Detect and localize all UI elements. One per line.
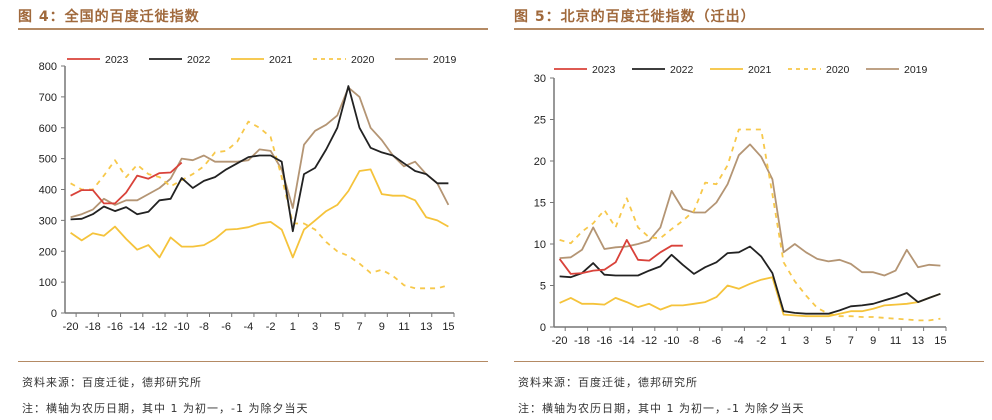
series-line-2019 <box>70 86 450 219</box>
legend-label-2023: 2023 <box>105 54 129 66</box>
y-tick-label: 15 <box>534 198 546 210</box>
x-tick-label: 15 <box>442 321 454 333</box>
x-tick-label: -4 <box>243 321 253 333</box>
x-tick-label: -14 <box>619 335 635 347</box>
y-tick-label: 10 <box>534 239 546 251</box>
footer-divider <box>18 361 488 362</box>
x-tick-label: -12 <box>152 321 168 333</box>
x-tick-label: 5 <box>334 321 340 333</box>
x-tick-label: 9 <box>379 321 385 333</box>
x-tick-label: -18 <box>85 321 101 333</box>
x-tick-label: -8 <box>199 321 209 333</box>
x-tick-label: -16 <box>596 335 612 347</box>
legend-label-2019: 2019 <box>433 54 457 66</box>
title-divider <box>18 28 488 30</box>
x-tick-label: -2 <box>266 321 276 333</box>
x-tick-label: -18 <box>574 335 590 347</box>
x-tick-label: 1 <box>290 321 296 333</box>
chart-panel-national: 图 4：全国的百度迁徙指数 0 100 200 300 400 500 600 700 800 -… <box>14 0 494 420</box>
x-tick-label: -4 <box>734 335 744 347</box>
source-note: 资料来源：百度迁徙，德邦研究所 <box>22 376 202 389</box>
y-tick-label: 20 <box>534 156 546 168</box>
series-line-2023 <box>70 161 183 205</box>
y-tick-label: 25 <box>534 115 546 127</box>
title-divider <box>514 28 984 30</box>
y-tick-label: 0 <box>51 308 57 320</box>
x-tick-label: 7 <box>356 321 362 333</box>
x-tick-label: -14 <box>129 321 145 333</box>
y-tick-label: 200 <box>39 246 57 258</box>
series-line-2023 <box>558 239 683 275</box>
figure-title: 图 4：全国的百度迁徙指数 <box>18 9 200 25</box>
y-tick-label: 800 <box>39 61 57 73</box>
x-tick-label: 9 <box>870 335 876 347</box>
x-tick-label: -10 <box>664 335 680 347</box>
x-tick-label: -10 <box>174 321 190 333</box>
y-tick-label: 0 <box>540 322 546 334</box>
x-tick-label: -12 <box>641 335 657 347</box>
x-tick-label: -2 <box>756 335 766 347</box>
axis-explanation-note: 注：横轴为农历日期，其中 1 为初一，-1 为除夕当天 <box>22 402 309 415</box>
x-tick-label: -6 <box>712 335 722 347</box>
axis-explanation-note: 注：横轴为农历日期，其中 1 为初一，-1 为除夕当天 <box>518 402 805 415</box>
x-tick-label: 5 <box>825 335 831 347</box>
y-tick-label: 700 <box>39 92 57 104</box>
line-chart-national: 0 100 200 300 400 500 600 700 800 -20 -18 -16 -14 -12… <box>39 54 457 333</box>
y-tick-label: 5 <box>540 281 546 293</box>
x-tick-label: 13 <box>912 335 924 347</box>
x-tick-label: 3 <box>312 321 318 333</box>
x-tick-label: 7 <box>848 335 854 347</box>
y-tick-label: 500 <box>39 154 57 166</box>
series-line-2022 <box>559 245 941 315</box>
legend-label-2022: 2022 <box>670 64 694 76</box>
x-tick-label: -8 <box>689 335 699 347</box>
y-tick-label: 30 <box>534 73 546 85</box>
series-line-2021 <box>559 276 941 318</box>
x-tick-label: 11 <box>890 335 901 347</box>
legend-label-2020: 2020 <box>351 54 375 66</box>
y-tick-label: 600 <box>39 123 57 135</box>
legend-label-2021: 2021 <box>748 64 772 76</box>
series-line-2020 <box>70 120 449 290</box>
x-tick-label: 1 <box>781 335 787 347</box>
x-tick-label: -6 <box>221 321 231 333</box>
x-tick-label: 15 <box>934 335 946 347</box>
series-line-2021 <box>70 168 449 259</box>
series-line-2022 <box>70 85 449 233</box>
legend-label-2022: 2022 <box>187 54 211 66</box>
x-tick-label: 13 <box>420 321 432 333</box>
y-tick-label: 400 <box>39 185 57 197</box>
legend-label-2021: 2021 <box>269 54 293 66</box>
figure-title: 图 5：北京的百度迁徙指数（迁出） <box>514 9 756 25</box>
x-tick-label: -20 <box>63 321 79 333</box>
x-tick-label: 3 <box>803 335 809 347</box>
y-tick-label: 300 <box>39 215 57 227</box>
x-tick-label: 11 <box>398 321 409 333</box>
legend-label-2023: 2023 <box>592 64 616 76</box>
legend-label-2020: 2020 <box>826 64 850 76</box>
source-note: 资料来源：百度迁徙，德邦研究所 <box>518 376 698 389</box>
legend-label-2019: 2019 <box>904 64 928 76</box>
series-line-2020 <box>559 128 941 322</box>
series-line-2019 <box>559 143 941 277</box>
chart-panel-beijing: 图 5：北京的百度迁徙指数（迁出） 0 5 10 15 20 25 30 -20 -18 -16-… <box>510 0 990 420</box>
y-tick-label: 100 <box>39 277 57 289</box>
x-tick-label: -16 <box>107 321 123 333</box>
x-tick-label: -20 <box>552 335 568 347</box>
footer-divider <box>514 361 984 362</box>
